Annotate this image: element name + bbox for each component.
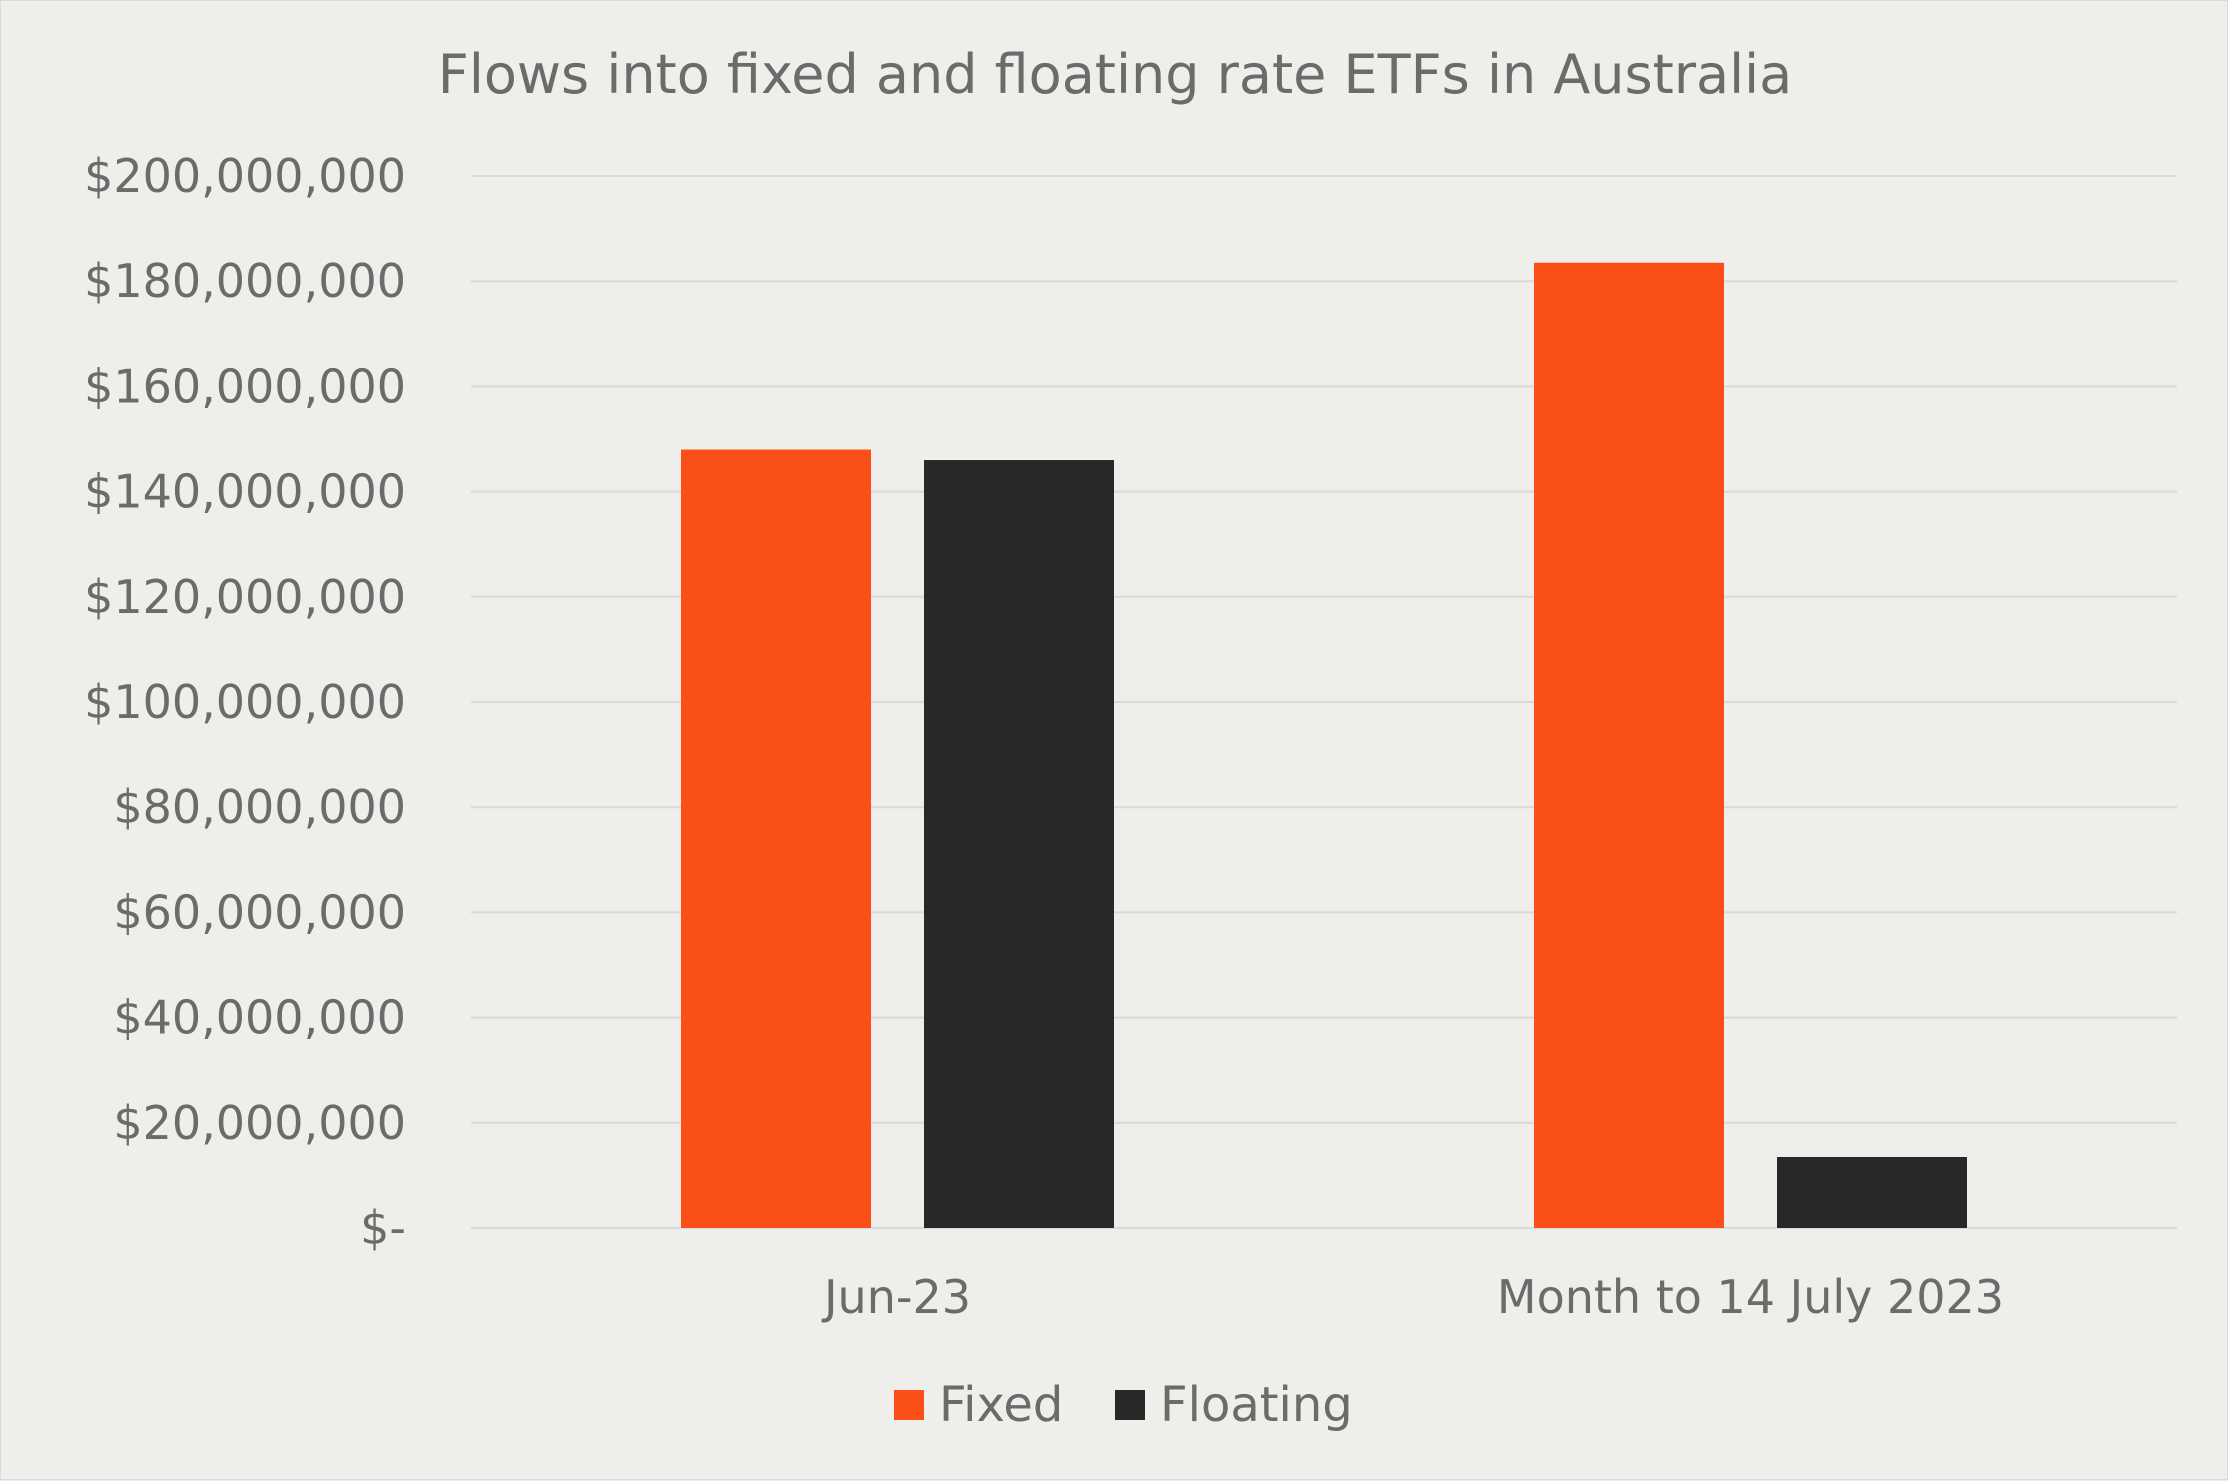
legend-label-floating: Floating bbox=[1160, 1377, 1353, 1433]
y-tick-label: $80,000,000 bbox=[113, 780, 406, 834]
bar-floating-0 bbox=[924, 460, 1114, 1228]
y-tick-label: $100,000,000 bbox=[84, 675, 406, 729]
bars bbox=[681, 262, 1967, 1228]
x-tick-label: Jun-23 bbox=[821, 1270, 971, 1324]
y-axis-ticks: $- $20,000,000 $40,000,000 $60,000,000 $80,0… bbox=[84, 149, 406, 1255]
bar-fixed-1 bbox=[1534, 262, 1724, 1228]
y-tick-label: $140,000,000 bbox=[84, 465, 406, 519]
y-tick-label: $180,000,000 bbox=[84, 254, 406, 308]
y-tick-label: $20,000,000 bbox=[113, 1096, 406, 1150]
y-tick-label: $120,000,000 bbox=[84, 570, 406, 624]
x-axis-ticks: Jun-23 Month to 14 July 2023 bbox=[821, 1270, 2004, 1324]
y-tick-label: $60,000,000 bbox=[113, 885, 406, 939]
legend-swatch-floating bbox=[1115, 1390, 1145, 1420]
y-tick-label: $160,000,000 bbox=[84, 359, 406, 413]
bar-floating-1 bbox=[1777, 1156, 1967, 1228]
chart-title: Flows into fixed and floating rate ETFs … bbox=[438, 43, 1792, 106]
x-tick-label: Month to 14 July 2023 bbox=[1497, 1270, 2004, 1324]
bar-fixed-0 bbox=[681, 449, 871, 1228]
legend-label-fixed: Fixed bbox=[939, 1377, 1063, 1433]
y-tick-label: $- bbox=[360, 1201, 406, 1255]
legend-swatch-fixed bbox=[894, 1390, 924, 1420]
y-tick-label: $200,000,000 bbox=[84, 149, 406, 203]
legend: Fixed Floating bbox=[894, 1377, 1353, 1433]
y-tick-label: $40,000,000 bbox=[113, 991, 406, 1045]
